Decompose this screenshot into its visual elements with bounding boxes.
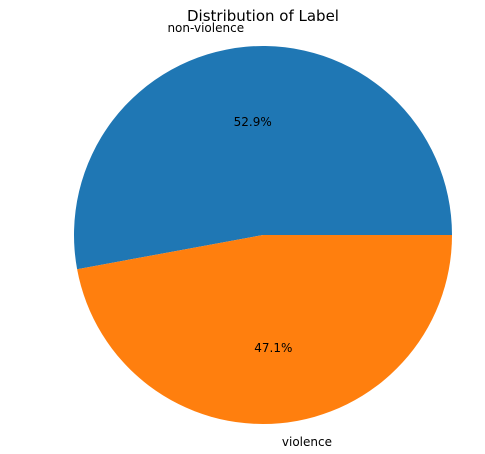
category-label-violence: violence	[282, 435, 332, 449]
pie-slice-violence	[77, 235, 453, 424]
pie-slice-non-violence	[74, 45, 453, 270]
chart-title: Distribution of Label	[187, 7, 339, 25]
percent-label-violence: 47.1%	[254, 341, 292, 355]
percent-label-non-violence: 52.9%	[234, 115, 272, 129]
pie-labels: 52.9% non-violence 47.1% violence	[167, 21, 332, 449]
pie-slices	[74, 45, 453, 424]
category-label-non-violence: non-violence	[167, 21, 244, 35]
